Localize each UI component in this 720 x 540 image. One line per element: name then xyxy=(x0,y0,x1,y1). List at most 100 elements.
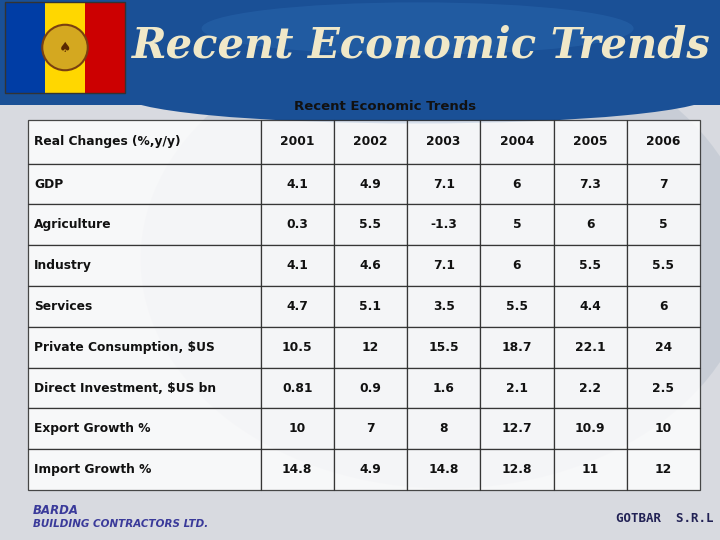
Text: 7.1: 7.1 xyxy=(433,259,454,272)
Text: 12.8: 12.8 xyxy=(502,463,532,476)
Bar xyxy=(334,286,407,327)
Bar xyxy=(407,449,480,490)
Text: Recent Economic Trends: Recent Economic Trends xyxy=(132,25,711,66)
Text: 0.81: 0.81 xyxy=(282,382,312,395)
Bar xyxy=(480,245,554,286)
Bar xyxy=(554,449,626,490)
Bar xyxy=(261,205,334,245)
Bar xyxy=(480,205,554,245)
Text: 2002: 2002 xyxy=(353,136,387,148)
Bar xyxy=(626,286,700,327)
Bar xyxy=(334,205,407,245)
Bar xyxy=(334,245,407,286)
Bar xyxy=(554,245,626,286)
Ellipse shape xyxy=(202,2,634,55)
Text: 14.8: 14.8 xyxy=(282,463,312,476)
Bar xyxy=(28,205,261,245)
Bar xyxy=(5,2,45,93)
Bar xyxy=(28,164,261,205)
Bar xyxy=(480,368,554,408)
Bar xyxy=(261,164,334,205)
Text: BARDA: BARDA xyxy=(33,503,79,516)
Bar xyxy=(626,164,700,205)
Text: 5: 5 xyxy=(513,218,521,231)
Text: Real Changes (%,y/y): Real Changes (%,y/y) xyxy=(34,136,181,148)
Bar xyxy=(28,245,261,286)
Bar xyxy=(407,245,480,286)
Bar xyxy=(407,408,480,449)
Bar xyxy=(554,368,626,408)
Text: Private Consumption, $US: Private Consumption, $US xyxy=(34,341,215,354)
Bar xyxy=(480,286,554,327)
Text: Services: Services xyxy=(34,300,92,313)
Bar xyxy=(261,286,334,327)
Bar xyxy=(261,120,334,164)
Text: 10: 10 xyxy=(654,422,672,435)
Text: GOTBAR  S.R.L: GOTBAR S.R.L xyxy=(616,511,714,524)
Text: 7.3: 7.3 xyxy=(579,178,601,191)
Bar xyxy=(261,408,334,449)
Bar xyxy=(480,449,554,490)
Text: 10.5: 10.5 xyxy=(282,341,312,354)
Text: 0.3: 0.3 xyxy=(286,218,308,231)
Text: 7: 7 xyxy=(659,178,667,191)
Text: Direct Investment, $US bn: Direct Investment, $US bn xyxy=(34,382,216,395)
Text: 5.1: 5.1 xyxy=(359,300,382,313)
Text: 2006: 2006 xyxy=(646,136,680,148)
Text: 4.7: 4.7 xyxy=(286,300,308,313)
Bar xyxy=(407,205,480,245)
Text: BUILDING CONTRACTORS LTD.: BUILDING CONTRACTORS LTD. xyxy=(33,519,208,529)
Text: 2004: 2004 xyxy=(500,136,534,148)
Text: 12: 12 xyxy=(361,341,379,354)
Bar xyxy=(28,286,261,327)
Text: Agriculture: Agriculture xyxy=(34,218,112,231)
Text: 12: 12 xyxy=(654,463,672,476)
Bar xyxy=(28,368,261,408)
Text: 12.7: 12.7 xyxy=(502,422,532,435)
Bar xyxy=(334,449,407,490)
Bar xyxy=(28,120,261,164)
Text: 10.9: 10.9 xyxy=(575,422,606,435)
Text: 4.9: 4.9 xyxy=(359,463,382,476)
Text: 2001: 2001 xyxy=(280,136,315,148)
Text: 2.5: 2.5 xyxy=(652,382,675,395)
Ellipse shape xyxy=(122,66,713,124)
Text: 2.2: 2.2 xyxy=(579,382,601,395)
Bar xyxy=(407,164,480,205)
Text: 11: 11 xyxy=(582,463,599,476)
Bar xyxy=(407,368,480,408)
Text: 24: 24 xyxy=(654,341,672,354)
Text: 5: 5 xyxy=(659,218,667,231)
Bar xyxy=(554,327,626,368)
Bar xyxy=(626,368,700,408)
Circle shape xyxy=(42,25,88,70)
Bar xyxy=(626,327,700,368)
Text: 5.5: 5.5 xyxy=(579,259,601,272)
Bar xyxy=(334,408,407,449)
Text: 15.5: 15.5 xyxy=(428,341,459,354)
Bar xyxy=(480,408,554,449)
Text: 8: 8 xyxy=(439,422,448,435)
Bar xyxy=(334,368,407,408)
Bar xyxy=(554,205,626,245)
Text: 6: 6 xyxy=(586,218,595,231)
Bar xyxy=(407,327,480,368)
Text: ♠: ♠ xyxy=(59,40,71,55)
Text: 4.4: 4.4 xyxy=(580,300,601,313)
Bar xyxy=(261,245,334,286)
Bar xyxy=(480,327,554,368)
Bar xyxy=(626,408,700,449)
Text: 5.5: 5.5 xyxy=(359,218,382,231)
Bar xyxy=(480,120,554,164)
Text: 2.1: 2.1 xyxy=(506,382,528,395)
Bar xyxy=(554,164,626,205)
FancyBboxPatch shape xyxy=(0,0,720,105)
Text: Recent Economic Trends: Recent Economic Trends xyxy=(294,100,476,113)
Text: 4.6: 4.6 xyxy=(359,259,382,272)
Text: 14.8: 14.8 xyxy=(428,463,459,476)
Text: 0.9: 0.9 xyxy=(359,382,382,395)
Bar xyxy=(334,164,407,205)
Bar xyxy=(626,120,700,164)
Text: 7: 7 xyxy=(366,422,374,435)
Text: 1.6: 1.6 xyxy=(433,382,454,395)
